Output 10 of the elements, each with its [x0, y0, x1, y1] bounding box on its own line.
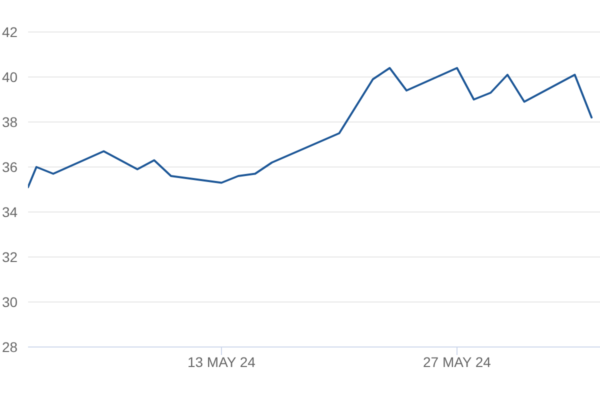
y-tick-label: 34	[2, 204, 18, 220]
x-tick-label: 13 MAY 24	[187, 354, 256, 370]
y-tick-label: 40	[2, 69, 18, 85]
x-tick-label: 27 MAY 24	[423, 354, 492, 370]
y-tick-label: 36	[2, 159, 18, 175]
y-tick-label: 30	[2, 294, 18, 310]
y-tick-label: 28	[2, 339, 18, 355]
y-tick-label: 38	[2, 114, 18, 130]
y-tick-label: 42	[2, 24, 18, 40]
y-tick-label: 32	[2, 249, 18, 265]
